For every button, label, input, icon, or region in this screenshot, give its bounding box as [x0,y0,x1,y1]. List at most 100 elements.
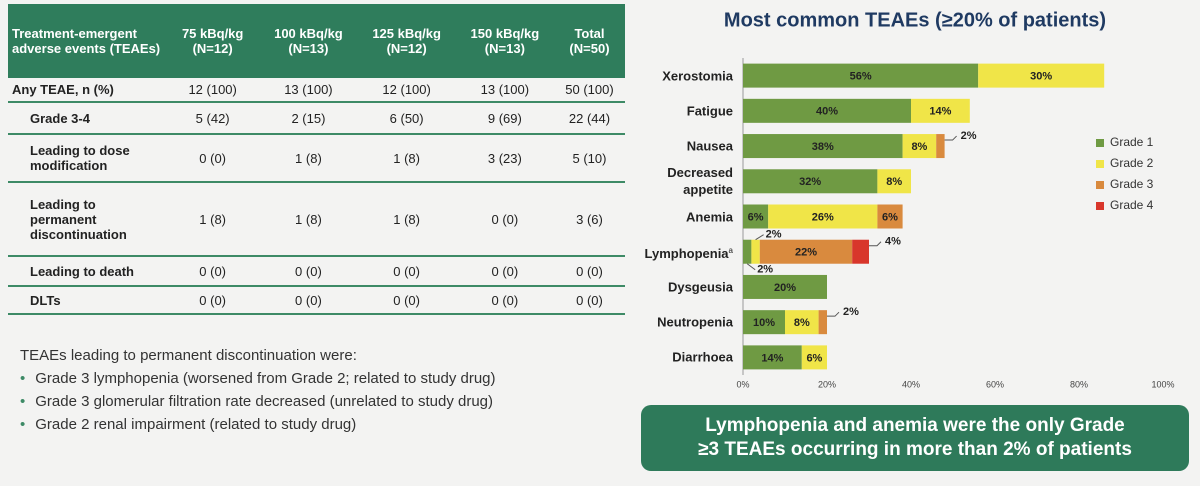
category-text: Decreased appetite [667,165,733,198]
value-label: 14% [929,106,951,118]
table-cell: 0 (0) [166,134,260,183]
table-cell: Any TEAE, n (%) [8,78,166,103]
table-cell: 3 (6) [553,182,625,257]
category-text: Lymphopenia [644,245,729,261]
leader-line [746,263,756,271]
category-text: Fatigue [686,103,733,119]
table-cell: 1 (8) [166,182,260,257]
leader-line [755,234,764,241]
bar-segment [743,169,878,194]
category-label: Fatigue [633,102,733,119]
table-row: DLTs 0 (0) 0 (0) 0 (0) 0 (0) 0 (0) [8,286,625,315]
bar-segment [743,239,752,264]
leader-line [827,311,840,317]
table-cell: 0 (0) [166,256,260,287]
header-cell: 100 kBq/kg (N=13) [259,4,358,78]
legend-swatch [1096,202,1104,210]
table-cell: 12 (100) [357,78,456,103]
ae-table: Treatment-emergent adverse events (TEAEs… [8,4,625,315]
callout: Lymphopenia and anemia were the only Gra… [641,405,1189,471]
value-label: 8% [886,176,902,188]
table-cell: 12 (100) [166,78,260,103]
table-cell: 9 (69) [455,102,554,135]
legend-swatch [1096,160,1104,168]
table-cell: Grade 3-4 [8,102,166,135]
bar-segment [818,310,827,335]
header-cell: 150 kBq/kg (N=13) [455,4,554,78]
notes: TEAEs leading to permanent discontinuati… [20,347,496,433]
value-label: 2% [757,264,773,276]
table-cell: DLTs [8,286,166,315]
value-label: 40% [816,106,838,118]
value-label: 6% [882,211,898,223]
value-label: 2% [961,130,977,142]
bar-segment [877,204,903,229]
table-cell: 13 (100) [455,78,554,103]
legend-label: Grade 4 [1110,198,1154,212]
category-label: Nausea [633,138,733,155]
legend-swatch [1096,181,1104,189]
category-text: Neutropenia [657,314,733,330]
bar-segment [743,345,802,370]
value-label: 8% [911,141,927,153]
table-cell: 22 (44) [553,102,625,135]
header-cell: 125 kBq/kg (N=12) [357,4,456,78]
note-item: Grade 3 glomerular filtration rate decre… [20,393,496,410]
value-label: 8% [794,317,810,329]
table-cell: 1 (8) [357,134,456,183]
category-label: Xerostomia [633,67,733,84]
legend-label: Grade 1 [1110,135,1154,149]
leader-line [869,241,882,247]
table-row: Any TEAE, n (%) 12 (100) 13 (100) 12 (100) 1… [8,78,625,103]
table-cell: Leading to dose modification [8,134,166,183]
header-cell: 75 kBq/kg (N=12) [166,4,260,78]
table-cell: 0 (0) [259,286,358,315]
table-cell: Leading to death [8,256,166,287]
category-text: Nausea [686,138,733,154]
value-label: 14% [761,352,783,364]
value-label: 38% [812,141,834,153]
value-label: 30% [1030,71,1052,83]
value-label: 2% [766,229,782,241]
value-label: 6% [806,352,822,364]
x-tick-label: 100% [1151,379,1174,389]
value-label: 56% [850,71,872,83]
x-tick-label: 0% [736,379,749,389]
category-text: Dysgeusia [667,279,733,295]
category-label: Lymphopeniaa [633,242,733,262]
table-cell: 5 (42) [166,102,260,135]
table-row: Leading to permanent discontinuation 1 (8… [8,182,625,257]
bar-segment [743,204,769,229]
value-label: 22% [795,247,817,259]
table-cell: 1 (8) [259,182,358,257]
bar-segment [743,134,903,159]
category-label: Diarrhoea [633,349,733,366]
table-cell: 0 (0) [259,256,358,287]
bar-segment [801,345,827,370]
bar-segment [743,310,785,335]
legend-label: Grade 2 [1110,156,1154,170]
table-cell: 0 (0) [455,182,554,257]
bar-segment [936,134,945,159]
category-label: Anemia [633,208,733,225]
bar-segment [759,239,853,264]
table-cell: 50 (100) [553,78,625,103]
leader-line [944,135,957,141]
header-row: Treatment-emergent adverse events (TEAEs… [8,4,625,78]
table-cell: 13 (100) [259,78,358,103]
legend-swatch [1096,139,1104,147]
value-label: 2% [843,306,859,318]
table-cell: 1 (8) [357,182,456,257]
table-cell: 0 (0) [166,286,260,315]
value-label: 26% [812,211,834,223]
value-label: 32% [799,176,821,188]
table-cell: 0 (0) [357,286,456,315]
bar-segment [978,63,1105,88]
table-cell: 1 (8) [259,134,358,183]
chart: Most common TEAEs (≥20% of patients) 0% 2… [724,9,1175,389]
table-row: Grade 3-4 5 (42) 2 (15) 6 (50) 9 (69) 22 (44) [8,102,625,135]
category-label: Neutropenia [633,314,733,331]
table-cell: 2 (15) [259,102,358,135]
category-marker: a [728,245,733,255]
